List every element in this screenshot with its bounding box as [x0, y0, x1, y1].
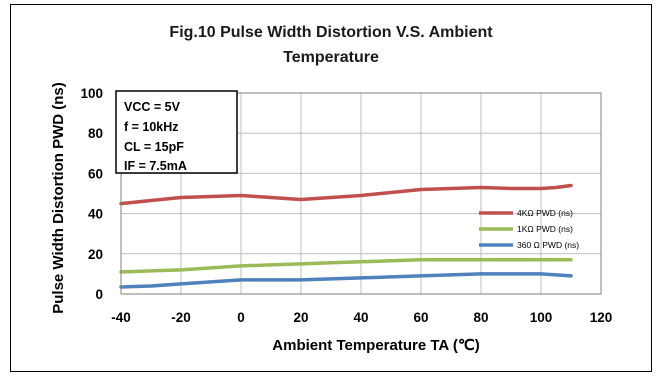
- x-tick-label: -40: [111, 310, 131, 325]
- x-axis-title: Ambient Temperature TA (℃): [272, 337, 479, 354]
- conditions-box: VCC = 5V f = 10kHz CL = 15pF IF = 7.5mA: [115, 90, 238, 174]
- x-tick-label: 80: [473, 310, 488, 325]
- y-tick-label: 40: [88, 207, 103, 222]
- condition-forward-current: IF = 7.5mA: [124, 159, 187, 173]
- condition-frequency: f = 10kHz: [124, 120, 179, 134]
- condition-load-capacitance: CL = 15pF: [124, 140, 184, 154]
- series-line-1k: [119, 258, 573, 274]
- x-tick-label: 0: [237, 310, 245, 325]
- legend-label-4k: 4KΩ PWD (ns): [517, 208, 573, 218]
- y-tick-label: 100: [80, 86, 103, 101]
- y-axis-title: Pulse Width Distortion PWD (ns): [50, 82, 67, 314]
- x-tick-label: 100: [530, 310, 553, 325]
- chart-frame: Fig.10 Pulse Width Distortion V.S. Ambie…: [10, 4, 652, 372]
- y-tick-label: 60: [88, 166, 103, 181]
- chart-title-line-2: Temperature: [283, 49, 379, 66]
- condition-vcc: VCC = 5V: [124, 100, 181, 114]
- x-tick-label: 20: [293, 310, 308, 325]
- y-tick-label: 20: [88, 247, 103, 262]
- legend-label-1k: 1KΩ PWD (ns): [517, 224, 573, 234]
- tick-labels: -40 -20 0 20 40 60 80 100 120 0 20 40 60 80 100: [80, 86, 612, 325]
- pwd-temperature-chart: Fig.10 Pulse Width Distortion V.S. Ambie…: [50, 24, 612, 354]
- y-tick-label: 0: [95, 287, 103, 302]
- x-tick-label: -20: [171, 310, 191, 325]
- legend: 4KΩ PWD (ns) 1KΩ PWD (ns) 360 Ω PWD (ns): [479, 208, 579, 250]
- series-line-360: [119, 272, 573, 289]
- x-tick-label: 60: [413, 310, 428, 325]
- conditions-box-border: [115, 90, 238, 174]
- series-line-4k: [119, 183, 573, 206]
- y-tick-label: 80: [88, 126, 103, 141]
- legend-label-360: 360 Ω PWD (ns): [517, 240, 579, 250]
- series-lines: [119, 183, 573, 289]
- x-tick-label: 40: [353, 310, 368, 325]
- x-tick-label: 120: [590, 310, 613, 325]
- chart-title-line-1: Fig.10 Pulse Width Distortion V.S. Ambie…: [169, 24, 493, 41]
- plot-area-border: [120, 92, 602, 295]
